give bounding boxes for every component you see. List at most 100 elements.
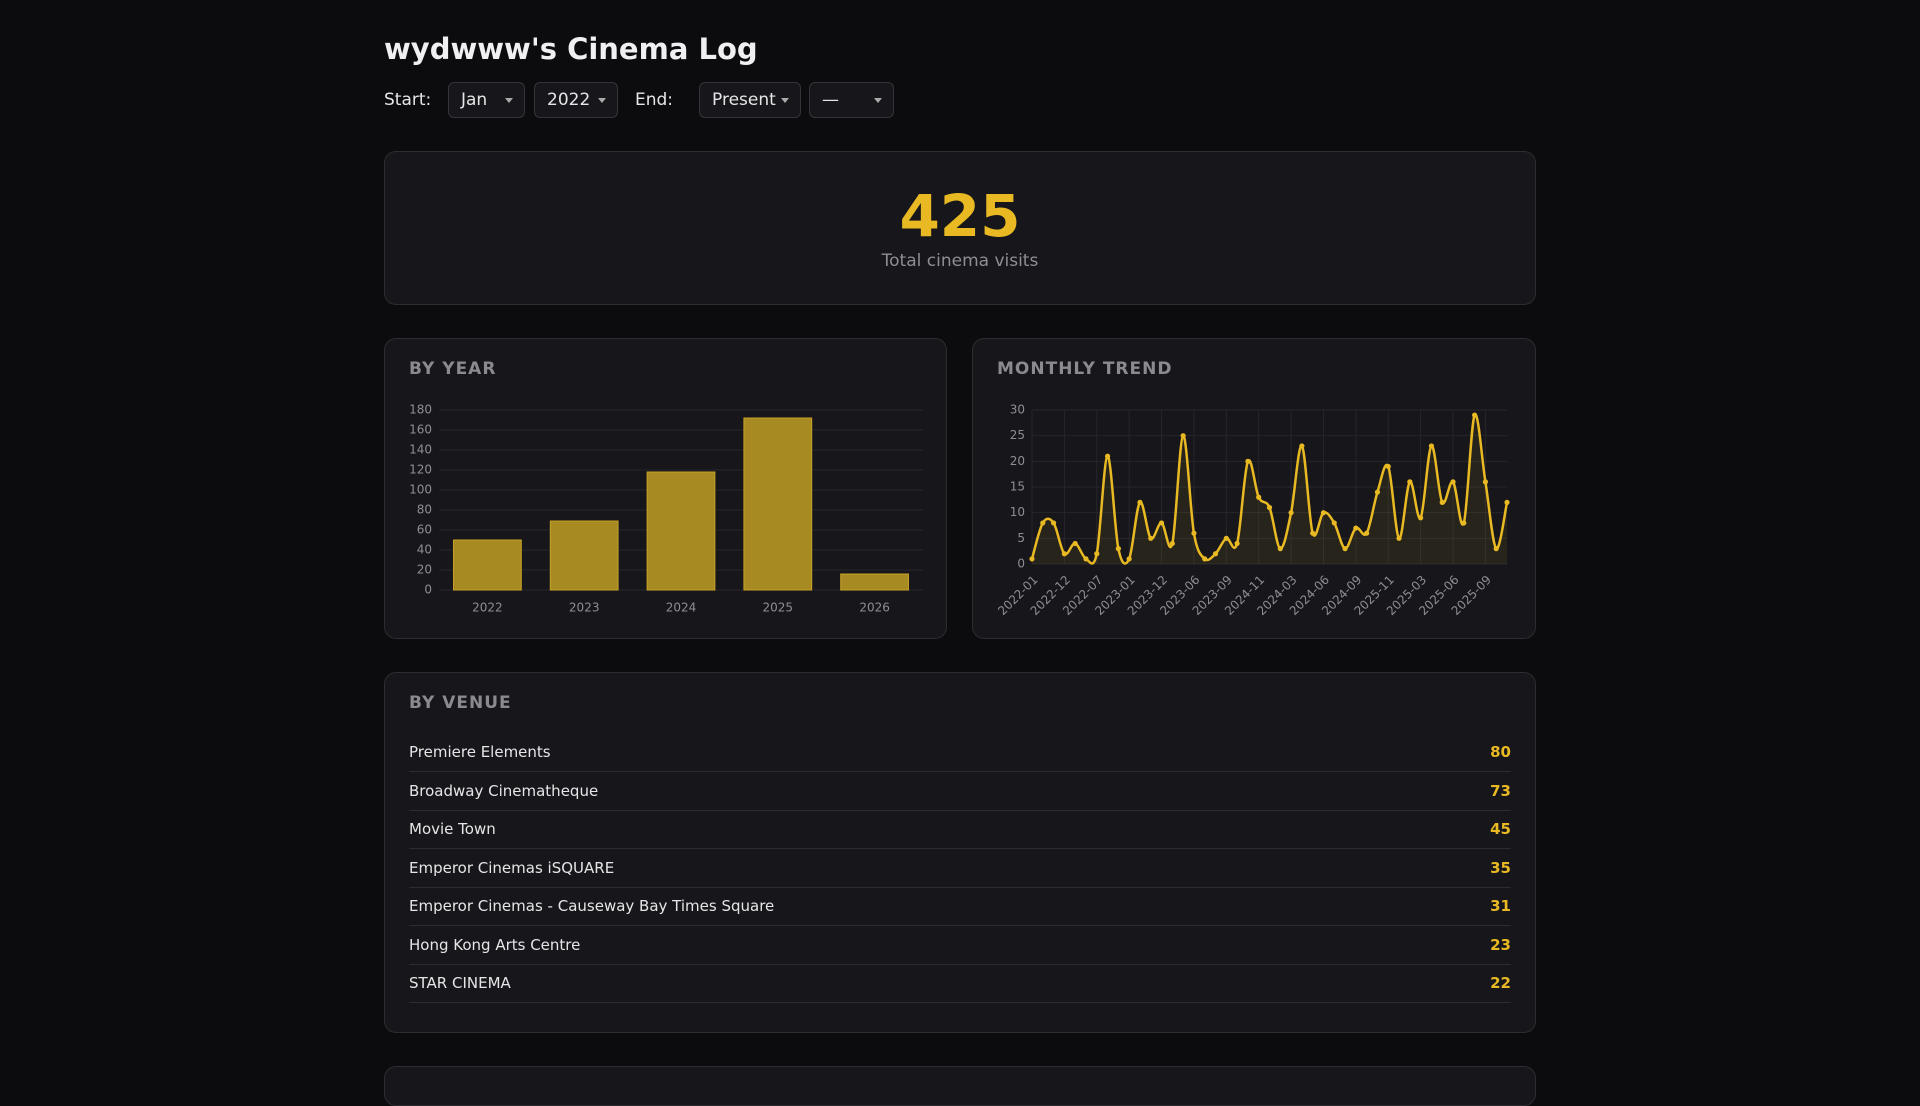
point xyxy=(1331,520,1337,526)
y-tick-label: 0 xyxy=(424,583,432,597)
year-chart: 0 20 40 60 80 100 120 140 160 180 2022 2023 2024 2025… xyxy=(409,403,923,615)
bar xyxy=(646,471,716,591)
point xyxy=(1310,530,1316,536)
point xyxy=(1461,520,1467,526)
venue-name: Broadway Cinematheque xyxy=(409,781,599,800)
start-month-select[interactable]: Jan xyxy=(448,82,525,118)
point xyxy=(1137,499,1143,505)
venue-row: Emperor Cinemas - Causeway Bay Times Squ… xyxy=(409,887,1511,926)
y-tick-label: 25 xyxy=(1010,428,1025,442)
trend-card: MONTHLY TREND 0 5 10 15 20 25 30 2022-01 2022-12… xyxy=(972,338,1536,639)
point xyxy=(1061,551,1067,557)
point xyxy=(1299,443,1305,449)
venue-name: Emperor Cinemas iSQUARE xyxy=(409,858,615,877)
chart-title: MONTHLY TREND xyxy=(997,359,1173,379)
venue-name: Movie Town xyxy=(409,820,496,838)
point xyxy=(1050,520,1057,526)
y-tick-label: 80 xyxy=(417,503,432,517)
point xyxy=(1450,479,1456,485)
point xyxy=(1342,546,1348,552)
venue-count: 35 xyxy=(1490,858,1511,877)
point xyxy=(1288,510,1294,516)
point xyxy=(1439,499,1445,505)
x-tick-label: 2024 xyxy=(666,601,697,615)
point xyxy=(1094,551,1100,557)
x-tick-label: 2023 xyxy=(569,601,600,615)
y-tick-label: 100 xyxy=(409,483,432,497)
point xyxy=(1245,458,1251,464)
x-tick-label: 2022 xyxy=(472,601,503,615)
y-tick-label: 15 xyxy=(1010,480,1025,494)
y-tick-label: 30 xyxy=(1010,403,1025,417)
point xyxy=(1266,504,1273,511)
point xyxy=(1191,530,1197,536)
point xyxy=(1256,494,1262,500)
page-title: wydwww's Cinema Log xyxy=(384,32,758,66)
point xyxy=(1396,535,1402,541)
bar xyxy=(743,417,813,591)
total-label: Total cinema visits xyxy=(881,251,1039,271)
point xyxy=(1029,556,1035,562)
chart-title: BY YEAR xyxy=(409,359,497,379)
y-tick-label: 140 xyxy=(409,443,432,457)
area xyxy=(1032,414,1507,564)
venue-count: 23 xyxy=(1490,935,1511,954)
start-label: Start: xyxy=(384,90,432,110)
x-tick-label: 2025 xyxy=(763,601,794,615)
point xyxy=(1180,433,1186,439)
venue-name: Emperor Cinemas - Causeway Bay Times Squ… xyxy=(409,897,775,915)
y-tick-label: 20 xyxy=(1010,454,1025,468)
point xyxy=(1115,546,1121,552)
y-tick-label: 5 xyxy=(1017,531,1025,545)
next-card xyxy=(384,1066,1536,1106)
point xyxy=(1223,535,1229,541)
venue-count: 22 xyxy=(1490,974,1511,992)
point xyxy=(1212,551,1219,557)
venue-title: BY VENUE xyxy=(409,693,512,713)
venue-count: 73 xyxy=(1490,781,1511,800)
total-value: 425 xyxy=(899,182,1021,250)
point xyxy=(1385,463,1391,470)
y-tick-label: 120 xyxy=(409,463,432,477)
y-tick-label: 40 xyxy=(417,543,432,557)
point xyxy=(1040,520,1046,526)
venue-count: 80 xyxy=(1490,743,1511,761)
bar xyxy=(549,520,619,591)
point xyxy=(1482,479,1489,485)
venue-name: Premiere Elements xyxy=(409,743,551,761)
point xyxy=(1169,540,1175,547)
point xyxy=(1202,556,1208,562)
venue-card: BY VENUE Premiere Elements 80 Broadway Cin… xyxy=(384,672,1536,1033)
point xyxy=(1472,412,1478,418)
point xyxy=(1418,515,1424,521)
bar xyxy=(453,539,522,591)
venue-row: STAR CINEMA 22 xyxy=(409,964,1511,1003)
venue-row: Hong Kong Arts Centre 23 xyxy=(409,926,1511,965)
venue-name: STAR CINEMA xyxy=(409,974,511,992)
trend-chart: 0510152025302022-012022-122022-072023-01… xyxy=(995,403,1510,618)
point xyxy=(1364,530,1370,536)
point xyxy=(1374,489,1381,495)
point xyxy=(1083,556,1089,562)
point xyxy=(1407,479,1413,485)
y-tick-label: 160 xyxy=(409,423,432,437)
venue-row: Broadway Cinematheque 73 xyxy=(409,772,1511,811)
end-year-select[interactable]: — xyxy=(809,82,894,118)
point xyxy=(1353,525,1359,531)
venue-count: 31 xyxy=(1490,897,1511,915)
end-month-select[interactable]: Present xyxy=(699,82,801,118)
point xyxy=(1277,546,1283,552)
y-tick-label: 0 xyxy=(1017,557,1025,571)
point xyxy=(1072,540,1078,547)
start-year-select[interactable]: 2022 xyxy=(534,82,618,118)
venue-row: Movie Town 45 xyxy=(409,810,1511,849)
point xyxy=(1234,540,1240,547)
point xyxy=(1320,510,1327,516)
venue-row: Premiere Elements 80 xyxy=(409,733,1511,772)
point xyxy=(1504,499,1510,505)
venue-row: Emperor Cinemas iSQUARE 35 xyxy=(409,849,1511,888)
point xyxy=(1158,520,1165,526)
y-tick-label: 60 xyxy=(417,523,432,537)
venue-name: Hong Kong Arts Centre xyxy=(409,935,581,954)
bar xyxy=(840,573,909,591)
